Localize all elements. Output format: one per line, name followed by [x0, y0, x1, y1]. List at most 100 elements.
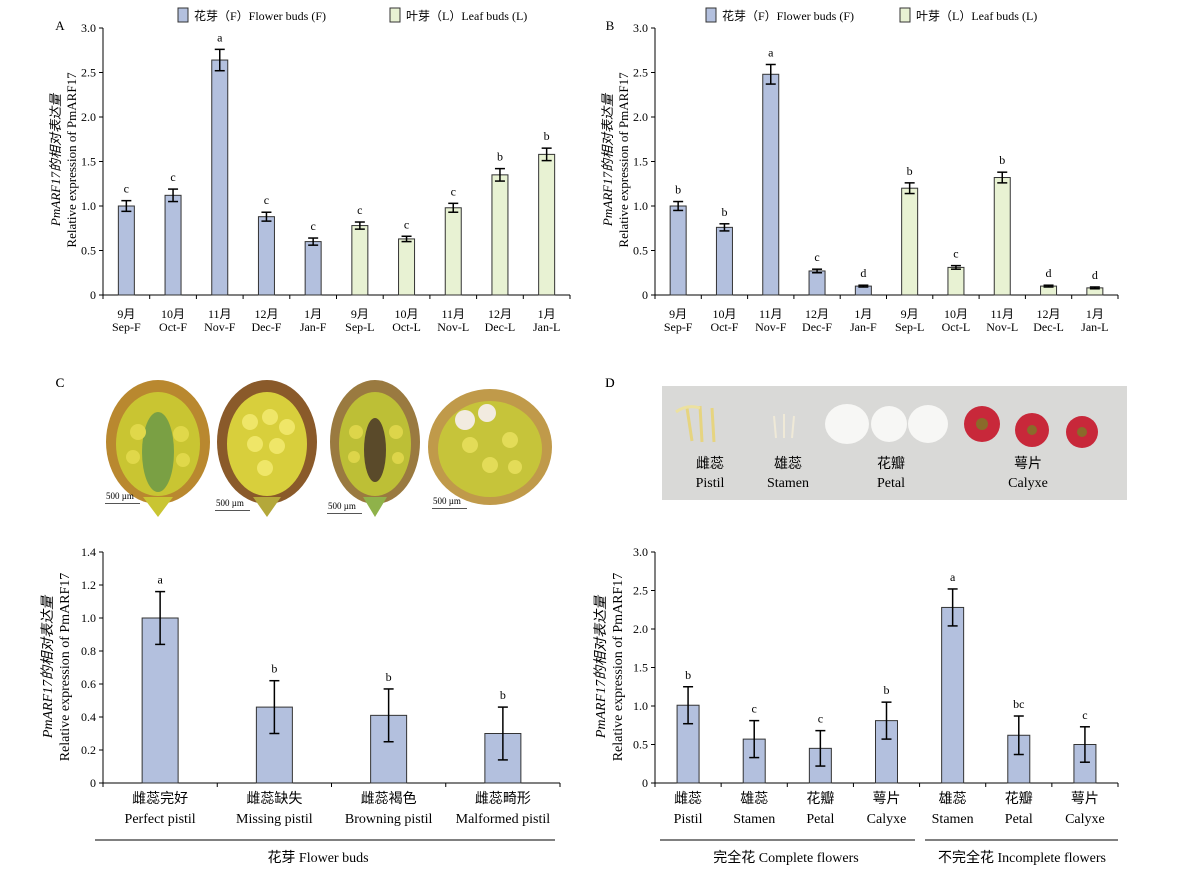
significance-letter: c: [953, 247, 958, 261]
significance-letter: b: [999, 153, 1005, 167]
bar: [538, 153, 556, 296]
y-tick-label: 2.5: [633, 66, 648, 80]
calyxe-specimen: [964, 406, 1098, 448]
x-tick-label-zh: 12月: [1037, 307, 1061, 321]
y-axis-label-en: Relative expression of PmARF17: [611, 573, 626, 762]
x-tick-label-zh: 1月: [854, 307, 872, 321]
significance-letter: d: [860, 266, 866, 280]
x-tick-label-zh: 11月: [208, 307, 232, 321]
y-axis-label-en: Relative expression of PmARF17: [616, 72, 631, 248]
photo-browning-pistil: [328, 372, 423, 517]
legend-swatch-leaf: [899, 7, 911, 23]
significance-letter: c: [357, 203, 362, 217]
y-tick-label: 0.8: [81, 644, 96, 658]
x-tick-label-zh: 10月: [161, 307, 185, 321]
bar: [257, 216, 275, 296]
x-tick-label: Nov-L: [437, 320, 469, 334]
y-axis-label-zh: PmARF17的相对表达量: [48, 92, 63, 227]
panel-label-C-photo: C: [56, 375, 65, 390]
significance-letter: a: [157, 573, 163, 587]
x-tick-label-zh: 9月: [901, 307, 919, 321]
group-label: 完全花 Complete flowers: [713, 849, 858, 866]
y-tick-label: 0: [642, 288, 648, 302]
group-label: 不完全花 Incomplete flowers: [938, 849, 1106, 866]
y-tick-label: 0: [642, 776, 648, 790]
significance-letter: c: [124, 182, 129, 196]
legend-label: 叶芽（L）Leaf buds (L): [916, 9, 1037, 23]
y-tick-label: 2.5: [633, 584, 648, 598]
scale-bar: [215, 510, 250, 511]
panel-label-A: A: [55, 18, 65, 33]
x-tick-label-zh: 11月: [990, 307, 1014, 321]
x-tick-label-zh: 1月: [1086, 307, 1104, 321]
scale-bar: [432, 508, 467, 509]
y-axis-label-en: Relative expression of PmARF17: [64, 72, 79, 248]
y-axis-label-zh: PmARF17的相对表达量: [40, 594, 56, 739]
x-tick-label-zh: 9月: [669, 307, 687, 321]
bar: [901, 187, 919, 296]
x-tick-label-zh: 雄蕊: [740, 791, 768, 807]
panel-label-D: D: [605, 375, 614, 390]
y-tick-label: 1.0: [633, 699, 648, 713]
scale-label: 500 µm: [328, 501, 356, 511]
pistil-specimen: [675, 405, 716, 443]
scale-label: 500 µm: [106, 491, 134, 501]
x-tick-label: Oct-L: [942, 320, 971, 334]
significance-letter: c: [404, 217, 409, 231]
bar: [993, 177, 1011, 296]
significance-letter: c: [1082, 708, 1087, 722]
x-tick-label-zh: 10月: [944, 307, 968, 321]
x-tick-label: Calyxe: [1065, 812, 1105, 827]
bar: [947, 266, 965, 296]
y-axis-label: PmARF17的相对表达量 Relative expression of PmAR…: [600, 72, 631, 248]
significance-letter: c: [752, 702, 757, 716]
x-tick-label-zh: 9月: [117, 307, 135, 321]
scale-label: 500 µm: [216, 498, 244, 508]
legend-swatch-flower: [705, 7, 717, 23]
significance-letter: d: [1046, 266, 1052, 280]
significance-letter: a: [950, 570, 956, 584]
y-axis-label-zh: PmARF17的相对表达量: [593, 594, 609, 739]
x-tick-label: Sep-F: [664, 320, 693, 334]
x-tick-label-zh: 雌蕊: [674, 791, 702, 807]
scale-bar: [105, 503, 140, 504]
significance-letter: c: [264, 193, 269, 207]
x-tick-label: Nov-F: [755, 320, 787, 334]
x-tick-label-zh: 雌蕊完好: [132, 791, 188, 807]
y-tick-label: 0.2: [81, 743, 96, 757]
y-tick-label: 1.0: [81, 611, 96, 625]
y-axis-label: PmARF17的相对表达量 Relative expression of PmAR…: [593, 573, 626, 762]
x-tick-label: Calyxe: [867, 812, 907, 827]
x-tick-label: Dec-L: [485, 320, 516, 334]
significance-letter: c: [310, 219, 315, 233]
bar: [398, 238, 416, 296]
x-tick-label-zh: 萼片: [1071, 791, 1099, 807]
significance-letter: c: [170, 170, 175, 184]
y-tick-label: 0.6: [81, 677, 96, 691]
x-tick-label-zh: 花瓣: [806, 791, 834, 807]
bar: [164, 194, 182, 296]
bar: [351, 225, 369, 296]
y-axis-label: PmARF17的相对表达量 Relative expression of PmAR…: [40, 573, 73, 762]
y-tick-label: 0.5: [633, 244, 648, 258]
petal-specimen: [825, 404, 948, 444]
photo-malformed-pistil: [425, 385, 555, 515]
x-tick-label-zh: 11月: [759, 307, 783, 321]
significance-letter: c: [818, 712, 823, 726]
x-tick-label: Stamen: [733, 812, 775, 827]
y-tick-label: 1.0: [81, 199, 96, 213]
x-tick-label-zh: 9月: [351, 307, 369, 321]
photo-label-calyxe: 萼片 Calyxe: [1008, 457, 1048, 491]
significance-letter: c: [814, 250, 819, 264]
x-tick-label: Pistil: [674, 812, 703, 827]
legend-label: 花芽（F）Flower buds (F): [722, 8, 854, 23]
legend-swatch-flower: [177, 7, 189, 23]
group-label: 花芽 Flower buds: [267, 850, 368, 866]
x-tick-label-zh: 雌蕊褐色: [361, 790, 417, 807]
scale-bar: [327, 513, 362, 514]
x-tick-label: Jan-L: [533, 320, 560, 334]
y-tick-label: 1.4: [81, 545, 96, 559]
y-tick-label: 0.5: [633, 738, 648, 752]
panel-label-C: C: [56, 375, 65, 390]
